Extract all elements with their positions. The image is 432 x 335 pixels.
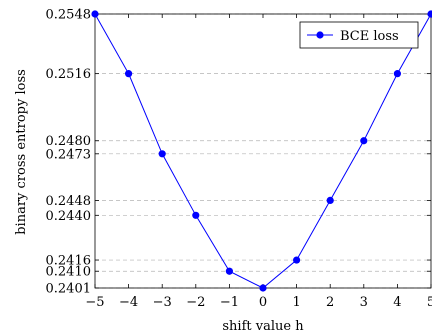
series-line xyxy=(94,13,432,289)
x-tick-label: 1 xyxy=(292,295,300,310)
x-tick-label: 4 xyxy=(393,295,401,310)
x-tick-label: 5 xyxy=(427,295,432,310)
data-point xyxy=(293,256,301,264)
data-point xyxy=(125,70,133,78)
y-tick-label: 0.2440 xyxy=(46,209,92,224)
y-axis-label: binary cross entropy loss xyxy=(14,69,29,235)
y-tick-label: 0.2548 xyxy=(46,8,92,23)
y-tick-label: 0.2416 xyxy=(46,254,92,269)
data-point xyxy=(259,284,267,292)
series-layer xyxy=(91,10,432,292)
y-tick-label: 0.2410 xyxy=(46,265,92,280)
legend-label: BCE loss xyxy=(340,29,399,44)
y-tick-label: 0.2448 xyxy=(46,194,92,209)
y-tick-label: 0.2516 xyxy=(46,67,92,82)
y-tick-label: 0.2473 xyxy=(46,147,92,162)
data-point xyxy=(393,70,401,78)
x-tick-label: 3 xyxy=(360,295,368,310)
x-tick-label: −2 xyxy=(186,295,205,310)
x-tick-label: −3 xyxy=(153,295,172,310)
y-tick-label: 0.2401 xyxy=(46,282,92,297)
x-tick-label: −5 xyxy=(85,295,104,310)
data-point xyxy=(326,196,334,204)
legend: BCE loss xyxy=(299,21,419,49)
x-tick-label: 0 xyxy=(259,295,267,310)
data-point xyxy=(158,150,166,158)
grid-lines xyxy=(95,13,431,289)
plot-frame xyxy=(94,13,432,289)
legend-marker xyxy=(316,31,324,39)
data-point xyxy=(192,211,200,219)
data-point xyxy=(91,10,99,18)
x-tick-label: 2 xyxy=(326,295,334,310)
data-point xyxy=(360,137,368,145)
x-axis-label: shift value h xyxy=(222,319,304,334)
y-tick-label: 0.2480 xyxy=(46,134,92,149)
data-point xyxy=(225,267,233,275)
x-tick-label: −1 xyxy=(220,295,239,310)
x-tick-label: −4 xyxy=(119,295,138,310)
data-point xyxy=(427,10,432,18)
